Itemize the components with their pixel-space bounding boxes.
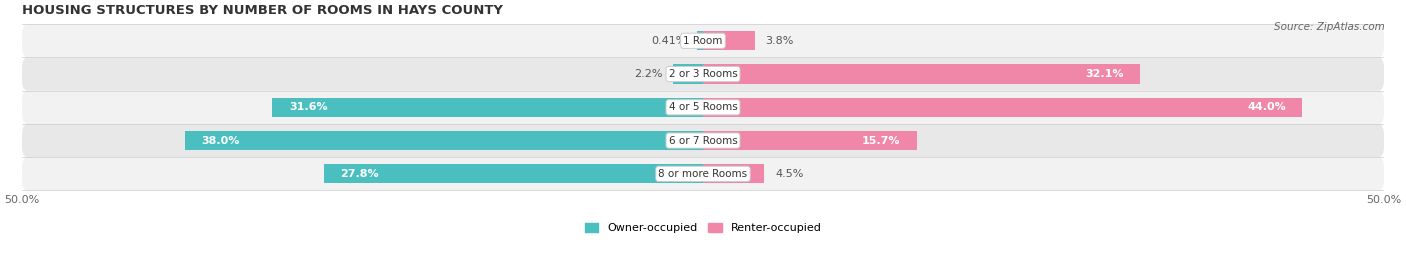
Text: HOUSING STRUCTURES BY NUMBER OF ROOMS IN HAYS COUNTY: HOUSING STRUCTURES BY NUMBER OF ROOMS IN… (21, 4, 503, 17)
Text: 4 or 5 Rooms: 4 or 5 Rooms (669, 102, 737, 112)
Text: 4.5%: 4.5% (775, 169, 804, 179)
Text: 6 or 7 Rooms: 6 or 7 Rooms (669, 136, 737, 146)
Text: 31.6%: 31.6% (288, 102, 328, 112)
Text: Source: ZipAtlas.com: Source: ZipAtlas.com (1274, 22, 1385, 31)
FancyBboxPatch shape (21, 57, 1385, 91)
Text: 38.0%: 38.0% (201, 136, 240, 146)
Bar (703, 98, 1302, 117)
FancyBboxPatch shape (21, 157, 1385, 190)
Bar (703, 131, 917, 150)
FancyBboxPatch shape (21, 124, 1385, 157)
Text: 2 or 3 Rooms: 2 or 3 Rooms (669, 69, 737, 79)
Text: 8 or more Rooms: 8 or more Rooms (658, 169, 748, 179)
Text: 2.2%: 2.2% (634, 69, 662, 79)
Bar (673, 64, 703, 84)
Legend: Owner-occupied, Renter-occupied: Owner-occupied, Renter-occupied (581, 218, 825, 238)
Bar (703, 164, 765, 183)
Text: 15.7%: 15.7% (862, 136, 901, 146)
Bar (703, 64, 1140, 84)
FancyBboxPatch shape (21, 24, 1385, 57)
Text: 1 Room: 1 Room (683, 36, 723, 46)
Bar (697, 31, 703, 50)
Text: 27.8%: 27.8% (340, 169, 380, 179)
Bar (325, 164, 703, 183)
Text: 3.8%: 3.8% (766, 36, 794, 46)
FancyBboxPatch shape (21, 91, 1385, 124)
Bar (273, 98, 703, 117)
Text: 44.0%: 44.0% (1247, 102, 1286, 112)
Bar (703, 31, 755, 50)
Text: 32.1%: 32.1% (1085, 69, 1123, 79)
Text: 0.41%: 0.41% (651, 36, 686, 46)
Bar (186, 131, 703, 150)
